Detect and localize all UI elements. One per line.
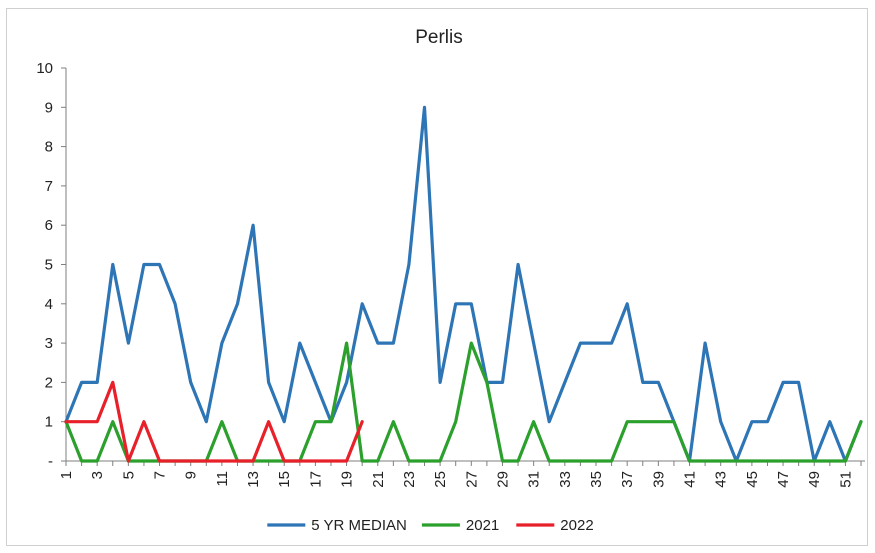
x-tick-label: 41 [682,471,699,488]
y-tick-label: 10 [36,60,53,77]
y-tick-label: 5 [45,257,53,274]
legend-label-1: 2021 [466,517,499,534]
x-tick-label: 25 [432,471,449,488]
x-tick-label: 29 [494,471,511,488]
x-tick-label: 33 [557,471,574,488]
x-tick-label: 27 [463,471,480,488]
y-tick-label: 2 [45,374,53,391]
x-tick-label: 43 [713,471,730,488]
y-tick-label: 9 [45,99,53,116]
y-tick-label: 3 [45,335,53,352]
x-tick-label: 39 [650,471,667,488]
x-tick-label: 17 [307,471,324,488]
legend: 5 YR MEDIAN 2021 2022 [267,517,593,534]
x-tick-label: 5 [120,471,137,479]
x-tick-label: 19 [339,471,356,488]
x-tick-label: 13 [245,471,262,488]
x-tick-label: 15 [276,471,293,488]
x-tick-label: 21 [370,471,387,488]
chart-frame: Perlis -1 2 3 4 5 6 7 8 9 10 1 3 5 7 9 11 13 15 17 19 21 23 25… [6,8,868,546]
x-tick-label: 45 [744,471,761,488]
x-tick-label: 51 [837,471,854,488]
x-tick-label: 47 [775,471,792,488]
x-tick-label: 1 [58,471,75,479]
chart-title: Perlis [415,27,463,48]
x-tick-label: 7 [152,471,169,479]
x-tick-label: 49 [806,471,823,488]
y-tick-label: 7 [45,178,53,195]
x-tick-label: 9 [183,471,200,479]
legend-label-2: 2022 [560,517,593,534]
x-tick-label: 35 [588,471,605,488]
x-tick-label: 23 [401,471,418,488]
y-tick-label: - [48,453,53,470]
legend-label-0: 5 YR MEDIAN [311,517,407,534]
series-layer [66,107,861,461]
series-line-0 [66,107,861,461]
x-tick-label: 11 [214,471,231,487]
y-tick-label: 4 [45,296,53,313]
y-tick-label: 8 [45,139,53,156]
y-tick-label: 1 [45,414,53,431]
x-tick-label: 31 [526,471,543,488]
x-tick-label: 3 [89,471,106,479]
y-tick-label: 6 [45,217,53,234]
x-tick-label: 37 [619,471,636,488]
